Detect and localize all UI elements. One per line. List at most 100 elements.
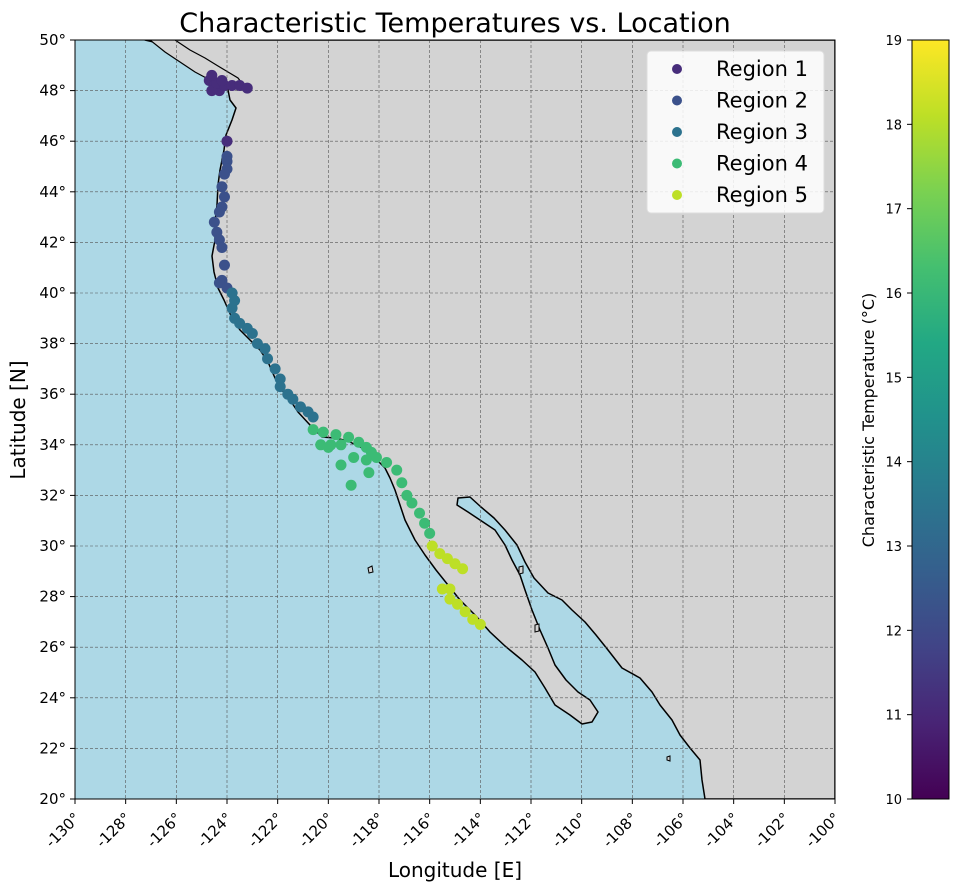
x-tick-label: -102° bbox=[751, 809, 793, 851]
gulf-island-2 bbox=[534, 623, 540, 633]
colorbar-tick-label: 15 bbox=[885, 371, 902, 386]
region-4-point bbox=[307, 424, 319, 436]
legend-label: Region 5 bbox=[716, 183, 808, 207]
x-tick-label: -108° bbox=[599, 809, 641, 851]
region-1-point bbox=[241, 82, 253, 94]
x-axis-label: Longitude [E] bbox=[388, 858, 522, 882]
x-tick-label: -124° bbox=[194, 809, 236, 851]
colorbar-tick-label: 18 bbox=[885, 118, 902, 133]
y-tick-label: 28° bbox=[39, 588, 66, 606]
region-3-point bbox=[259, 343, 271, 355]
x-tick-label: -126° bbox=[143, 809, 185, 851]
x-tick-label: -100° bbox=[802, 809, 844, 851]
colorbar-tick-label: 10 bbox=[885, 793, 902, 808]
y-tick-label: 48° bbox=[39, 82, 66, 100]
region-4-point bbox=[424, 527, 436, 539]
colorbar-label: Characteristic Temperature (°C) bbox=[859, 293, 878, 547]
region-1-point bbox=[226, 80, 238, 92]
y-tick-label: 20° bbox=[39, 790, 66, 808]
region-3-point bbox=[262, 353, 274, 365]
region-3-point bbox=[246, 327, 258, 339]
y-tick-label: 42° bbox=[39, 233, 66, 251]
colorbar-tick-label: 11 bbox=[885, 709, 902, 724]
region-2-point bbox=[213, 206, 225, 218]
colorbar-gradient bbox=[911, 39, 950, 800]
x-tick-label: -104° bbox=[700, 809, 742, 851]
y-axis-label: Latitude [N] bbox=[6, 360, 30, 479]
region-3-point bbox=[274, 373, 286, 385]
region-4-point bbox=[330, 429, 342, 441]
region-4-point bbox=[363, 467, 375, 479]
y-tick-label: 38° bbox=[39, 335, 66, 353]
colorbar-tick-label: 19 bbox=[885, 34, 902, 49]
region-2-point bbox=[216, 181, 228, 193]
colorbar-tick-label: 13 bbox=[885, 540, 902, 555]
region-4-point bbox=[335, 439, 347, 451]
region-4-point bbox=[345, 479, 357, 491]
region-2-point bbox=[218, 259, 230, 271]
x-tick-label: -122° bbox=[244, 809, 286, 851]
region-2-point bbox=[216, 241, 228, 253]
x-tick-label: -120° bbox=[295, 809, 337, 851]
region-2-point bbox=[221, 155, 233, 167]
legend: Region 1 Region 2 Region 3 Region 4 Region 5 bbox=[646, 50, 825, 214]
region-2-point bbox=[218, 191, 230, 203]
legend-label: Region 1 bbox=[716, 57, 808, 81]
scatter-points bbox=[203, 69, 486, 630]
x-axis: -130° -128° -126° -124° -122° -120° -118° -116°… bbox=[42, 799, 844, 851]
land-island-2 bbox=[666, 755, 671, 762]
y-axis: 20° 22° 24° 26° 28° 30° 32° 34° 36° 38° 40° 42° 44° 4… bbox=[39, 31, 75, 808]
region-5-point bbox=[426, 540, 438, 552]
region-4-point bbox=[343, 431, 355, 443]
region-3-point bbox=[307, 411, 319, 423]
legend-box bbox=[646, 50, 825, 214]
chart-title: Characteristic Temperatures vs. Location bbox=[179, 8, 730, 39]
y-tick-label: 30° bbox=[39, 537, 66, 555]
y-tick-label: 22° bbox=[39, 739, 66, 757]
region-5-point bbox=[459, 606, 471, 618]
region-4-point bbox=[348, 451, 360, 463]
x-tick-label: -110° bbox=[548, 809, 590, 851]
region-3-point bbox=[269, 363, 281, 375]
region-2-point bbox=[218, 168, 230, 180]
region-4-point bbox=[360, 454, 372, 466]
y-tick-label: 36° bbox=[39, 385, 66, 403]
legend-label: Region 4 bbox=[716, 152, 808, 176]
region-3-point bbox=[287, 393, 299, 405]
region-1-point bbox=[221, 135, 233, 147]
plot-frame bbox=[74, 39, 836, 800]
x-tick-label: -116° bbox=[396, 809, 438, 851]
land-island-1 bbox=[367, 565, 374, 574]
x-tick-label: -128° bbox=[92, 809, 134, 851]
region-5-point bbox=[444, 583, 456, 595]
region-4-point bbox=[322, 441, 334, 453]
region-3-point bbox=[226, 302, 238, 314]
region-5-point bbox=[452, 598, 464, 610]
y-tick-label: 50° bbox=[39, 31, 66, 49]
colorbar: 10 11 12 13 14 15 16 17 18 19 Characteristic Temp… bbox=[859, 34, 950, 808]
y-tick-label: 40° bbox=[39, 284, 66, 302]
x-tick-label: -118° bbox=[346, 809, 388, 851]
x-tick-label: -130° bbox=[42, 809, 84, 851]
region-4-point bbox=[406, 497, 418, 509]
gulf-island-1 bbox=[518, 565, 524, 575]
y-tick-label: 44° bbox=[39, 183, 66, 201]
region-2-point bbox=[208, 216, 220, 228]
legend-marker bbox=[672, 95, 682, 106]
region-4-point bbox=[419, 517, 431, 529]
region-4-point bbox=[381, 457, 393, 469]
y-tick-label: 46° bbox=[39, 132, 66, 150]
region-1-point bbox=[206, 69, 218, 81]
legend-marker bbox=[672, 127, 682, 137]
y-tick-label: 34° bbox=[39, 436, 66, 454]
colorbar-tick-label: 17 bbox=[885, 203, 902, 218]
y-tick-label: 26° bbox=[39, 638, 66, 656]
legend-label: Region 2 bbox=[716, 89, 808, 113]
x-tick-label: -112° bbox=[498, 809, 540, 851]
region-4-point bbox=[317, 426, 329, 438]
region-5-point bbox=[474, 618, 486, 630]
legend-label: Region 3 bbox=[716, 120, 808, 144]
region-3-point bbox=[274, 381, 286, 393]
legend-marker bbox=[672, 190, 682, 200]
